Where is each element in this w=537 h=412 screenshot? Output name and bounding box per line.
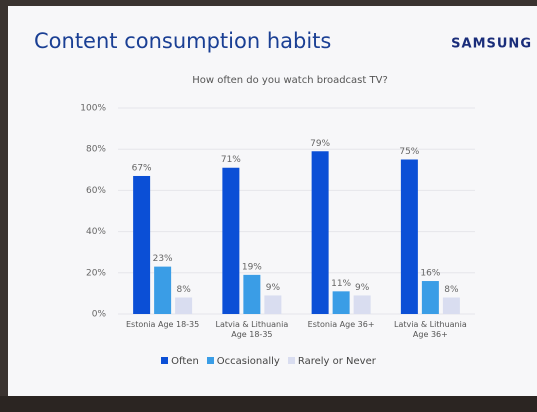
bar bbox=[333, 291, 350, 314]
bar bbox=[133, 176, 150, 314]
legend-label: Rarely or Never bbox=[298, 356, 376, 367]
chart: Content consumption habits SAMSUNG How o… bbox=[0, 0, 537, 412]
bar bbox=[264, 295, 281, 314]
chart-title: How often do you watch broadcast TV? bbox=[192, 75, 388, 86]
bar bbox=[175, 298, 192, 314]
y-tick-label: 40% bbox=[86, 227, 106, 237]
x-tick-label: Latvia & Lithuania Age 18-35 bbox=[210, 320, 294, 340]
data-label: 79% bbox=[310, 139, 330, 149]
bar bbox=[312, 151, 329, 314]
bar bbox=[222, 168, 239, 314]
bezel bbox=[0, 396, 537, 412]
data-label: 8% bbox=[176, 285, 191, 295]
bar bbox=[243, 275, 260, 314]
screen: Content consumption habits SAMSUNG How o… bbox=[0, 0, 537, 412]
bar bbox=[154, 267, 171, 314]
slide-title: Content consumption habits bbox=[34, 29, 331, 53]
data-label: 75% bbox=[399, 147, 419, 157]
legend-swatch bbox=[207, 357, 214, 364]
data-label: 19% bbox=[242, 262, 262, 272]
bar bbox=[443, 298, 460, 314]
data-label: 9% bbox=[355, 283, 370, 293]
y-tick-label: 20% bbox=[86, 268, 106, 278]
x-tick-label: Estonia Age 18-35 bbox=[121, 320, 205, 330]
legend: Often Occasionally Rarely or Never bbox=[0, 356, 537, 367]
legend-item: Rarely or Never bbox=[288, 356, 376, 367]
legend-item: Often bbox=[161, 356, 199, 367]
legend-label: Often bbox=[171, 356, 199, 367]
x-tick-label: Estonia Age 36+ bbox=[299, 320, 383, 330]
data-label: 71% bbox=[221, 155, 241, 165]
bar bbox=[354, 295, 371, 314]
data-label: 67% bbox=[132, 163, 152, 173]
legend-swatch bbox=[161, 357, 168, 364]
brand: SAMSUNG bbox=[451, 37, 532, 52]
data-label: 8% bbox=[444, 285, 459, 295]
legend-label: Occasionally bbox=[217, 356, 280, 367]
y-tick-label: 0% bbox=[92, 310, 107, 320]
data-label: 23% bbox=[153, 254, 173, 264]
data-label: 11% bbox=[331, 279, 351, 289]
legend-item: Occasionally bbox=[207, 356, 280, 367]
y-tick-label: 100% bbox=[80, 104, 106, 114]
y-tick-label: 60% bbox=[86, 186, 106, 196]
bar bbox=[422, 281, 439, 314]
y-tick-label: 80% bbox=[86, 145, 106, 155]
data-label: 9% bbox=[266, 283, 281, 293]
legend-swatch bbox=[288, 357, 295, 364]
x-tick-label: Latvia & Lithuania Age 36+ bbox=[388, 320, 472, 340]
data-label: 16% bbox=[420, 269, 440, 279]
bar bbox=[401, 160, 418, 315]
